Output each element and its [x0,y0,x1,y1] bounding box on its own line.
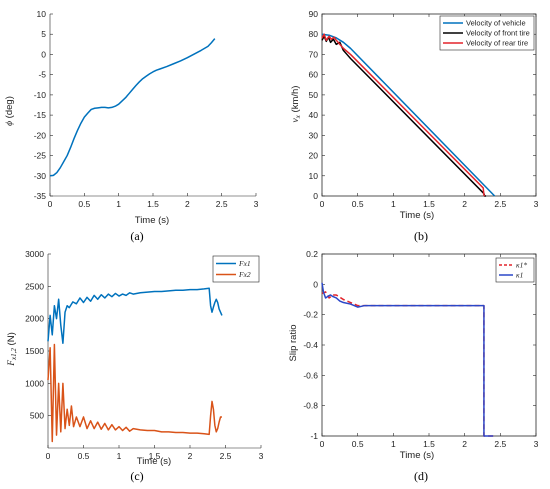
x-tick-label: 0.5 [78,451,90,461]
series-line-velocity-of-front-tire [321,35,487,197]
y-tick-label: -10 [34,90,47,100]
y-tick-label: 0 [41,49,46,59]
x-tick-label: 2 [462,199,467,209]
y-tick-label: 80 [309,29,319,39]
xlabel-a: Time (s) [135,215,169,226]
legend-label: Fx1 [238,259,251,268]
legend-label: Velocity of vehicle [466,19,526,28]
y-tick-label: -0.2 [303,310,318,320]
x-tick-label: 2 [462,439,467,449]
series-line-1 [49,38,216,177]
x-tick-label: 3 [534,439,539,449]
caption-b: (b) [414,229,428,243]
y-tick-label: -1 [310,431,318,441]
caption-d: (d) [414,469,428,483]
panel-b: 0 0.5 1 1.5 2 2.5 30102030405060708090Velocity… [290,9,539,243]
y-tick-label: 40 [309,110,319,120]
legend-box [212,255,260,283]
y-tick-label: 0 [313,279,318,289]
panel-d: 0 0.5 1 1.5 2 2.5 3 -1 -0.8 -0.6 -0.4 -0.2 0 0.2 κ1*κ1… [288,249,539,483]
x-tick-label: 2 [185,199,190,209]
y-tick-label: 50 [309,90,319,100]
legend-box [495,257,535,283]
y-tick-label: -0.8 [303,401,318,411]
y-tick-label: 10 [37,9,47,19]
series-line-fx2 [47,343,222,443]
x-tick-label: 0 [320,199,325,209]
series-line-velocity-of-rear-tire [321,33,486,197]
series-line-fx1 [47,287,223,344]
legend-label: Velocity of front tire [466,29,530,38]
x-tick-label: 1.5 [147,199,159,209]
x-tick-label: 1 [117,451,122,461]
y-tick-label: 3000 [25,249,44,259]
plot-area-d: 0 0.5 1 1.5 2 2.5 3 -1 -0.8 -0.6 -0.4 -0.2 0 0.2 κ1*κ1 [303,249,538,449]
y-tick-label: 10 [309,171,319,181]
y-tick-label: 90 [309,9,319,19]
legend-label: Velocity of rear tire [466,39,528,48]
x-tick-label: 2.5 [494,199,506,209]
y-tick-label: -0.6 [303,370,318,380]
xlabel-b: Time (s) [400,210,434,221]
x-tick-label: 0.5 [352,439,364,449]
caption-a: (a) [130,229,143,243]
ylabel-c: Fx1,2 (N) [6,332,18,367]
x-tick-label: 0.5 [352,199,364,209]
legend-label: Fx2 [238,270,251,279]
y-tick-label: -35 [34,191,47,201]
plot-area-c: 0 0.5 1 1.5 2 2.5 3 500 1000 1500 2000 2500 3000 Fx1 F… [25,249,264,461]
xlabel-d: Time (s) [400,450,434,461]
series-line--1 [321,282,494,437]
caption-c: (c) [130,469,143,483]
y-tick-label: 2500 [25,281,44,291]
y-tick-label: 5 [41,29,46,39]
x-tick-label: 2.5 [220,451,232,461]
y-tick-label: 70 [309,49,319,59]
legend-label: κ1 [516,271,523,280]
panel-a: 0 0.5 1 1.5 2 2.5 3 -35 -30 -25 -20 -15 -10 -5 0 5 10 ϕ … [4,9,259,243]
y-tick-label: 20 [309,151,319,161]
y-tick-label: 0.2 [306,249,318,259]
x-tick-label: 3 [534,199,539,209]
x-tick-label: 3 [254,199,259,209]
x-tick-label: 0 [320,439,325,449]
x-tick-label: 2 [188,451,193,461]
series-line-velocity-of-vehicle [321,33,496,197]
y-tick-label: -20 [34,130,47,140]
x-tick-label: 1 [391,439,396,449]
y-tick-label: 2000 [25,314,44,324]
x-tick-label: 0 [48,199,53,209]
legend-label: κ1* [516,261,527,270]
x-tick-label: 0.5 [78,199,90,209]
x-tick-label: 3 [259,451,264,461]
plot-area-a: 0 0.5 1 1.5 2 2.5 3 -35 -30 -25 -20 -15 -10 -5 0 5 10 [34,9,259,209]
plot-area-b: 0 0.5 1 1.5 2 2.5 30102030405060708090Velocity… [309,9,539,209]
y-tick-label: -5 [38,70,46,80]
y-tick-label: 1500 [25,346,44,356]
ylabel-a: ϕ (deg) [4,96,15,126]
x-tick-label: 1 [116,199,121,209]
xlabel-c: Time (s) [137,456,171,467]
y-tick-label: -25 [34,151,47,161]
x-tick-label: 1.5 [423,439,435,449]
x-tick-label: 0 [46,451,51,461]
y-tick-label: 1000 [25,378,44,388]
ylabel-b: vx (km/h) [290,86,302,123]
y-tick-label: -0.4 [303,340,318,350]
y-tick-label: -30 [34,171,47,181]
x-tick-label: 1.5 [149,451,161,461]
y-tick-label: 0 [313,191,318,201]
y-tick-label: 500 [30,411,44,421]
x-tick-label: 2.5 [494,439,506,449]
x-tick-label: 1 [391,199,396,209]
ylabel-d: Slip ratio [288,325,299,362]
y-tick-label: 30 [309,130,319,140]
y-tick-label: -15 [34,110,47,120]
x-tick-label: 2.5 [216,199,228,209]
x-tick-label: 1.5 [423,199,435,209]
panel-c: 0 0.5 1 1.5 2 2.5 3 500 1000 1500 2000 2500 3000 Fx1 F… [6,249,264,483]
y-tick-label: 60 [309,70,319,80]
series-line--1- [321,291,494,437]
